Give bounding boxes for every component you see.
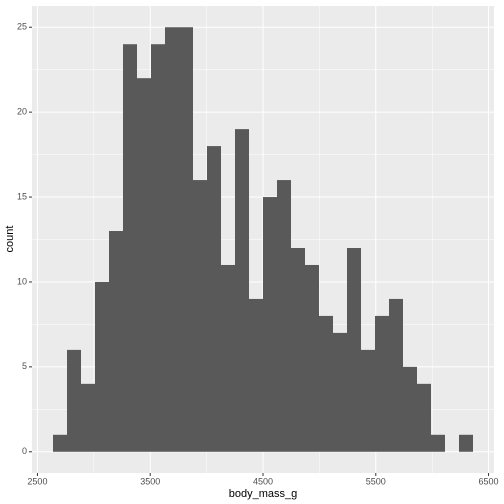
y-tick-label: 15 <box>17 191 27 201</box>
bar <box>388 298 404 452</box>
bar <box>403 366 417 452</box>
x-tick-label: 6500 <box>479 476 499 486</box>
bar <box>52 434 68 452</box>
bar <box>206 146 222 452</box>
bar <box>94 281 110 452</box>
bar <box>221 264 235 452</box>
y-tick-label: 5 <box>22 361 27 371</box>
bar <box>276 180 292 452</box>
bar <box>333 332 347 452</box>
bar <box>361 349 375 452</box>
bar <box>263 197 277 452</box>
x-tick-label: 2500 <box>27 476 47 486</box>
y-axis-title: count <box>4 226 16 253</box>
bar <box>151 44 165 452</box>
bar <box>431 434 445 452</box>
bar <box>346 247 362 452</box>
bar <box>137 78 152 452</box>
x-tick-label: 5500 <box>366 476 386 486</box>
y-tick-label: 25 <box>17 22 27 32</box>
bar <box>234 129 250 452</box>
bar <box>374 315 389 452</box>
y-tick-label: 20 <box>17 107 27 117</box>
bar <box>81 383 95 452</box>
bar <box>164 27 180 452</box>
bar <box>122 44 138 452</box>
bar <box>304 264 320 452</box>
y-tick-label: 0 <box>22 446 27 456</box>
bar <box>458 434 474 452</box>
x-tick-label: 4500 <box>253 476 273 486</box>
bar <box>416 383 432 452</box>
bar <box>249 298 263 452</box>
bar <box>192 180 207 452</box>
bar <box>109 231 123 452</box>
x-axis-title: body_mass_g <box>229 488 298 500</box>
bar <box>179 27 193 452</box>
x-tick-label: 3500 <box>140 476 160 486</box>
bar <box>319 315 334 452</box>
bar <box>291 247 305 452</box>
y-tick-label: 10 <box>17 276 27 286</box>
bar <box>67 349 82 452</box>
